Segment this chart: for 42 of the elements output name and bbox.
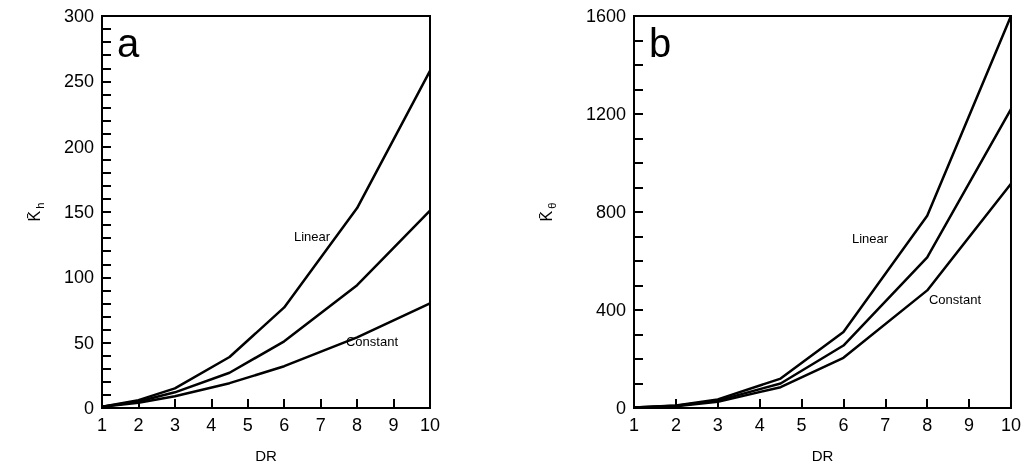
y-tick-label: 200 — [63, 136, 94, 157]
x-tick-label: 1 — [628, 415, 640, 435]
x-tick-label: 6 — [838, 415, 849, 435]
x-tick-label: 10 — [1000, 415, 1021, 435]
chart-title: a — [117, 21, 140, 65]
y-tick-label: 0 — [615, 398, 626, 418]
x-axis-title: DR — [255, 447, 277, 464]
y-tick-label: 300 — [63, 6, 94, 26]
x-tick-label: 7 — [315, 415, 326, 435]
x-tick-label: 6 — [279, 415, 290, 435]
x-tick-label: 9 — [388, 415, 399, 435]
y-axis-title: K̄θ — [538, 202, 558, 222]
x-tick-label: 8 — [922, 415, 933, 435]
x-tick-label: 2 — [133, 415, 144, 435]
x-tick-label: 10 — [419, 415, 441, 435]
x-tick-label: 3 — [712, 415, 723, 435]
annotation: Linear — [293, 228, 331, 244]
x-tick-label: 5 — [796, 415, 807, 435]
y-tick-label: 1600 — [585, 6, 626, 26]
x-tick-label: 2 — [670, 415, 681, 435]
x-tick-label: 1 — [96, 415, 108, 435]
x-tick-label: 4 — [754, 415, 765, 435]
y-tick-label: 800 — [595, 202, 626, 222]
annotation: Constant — [345, 333, 399, 349]
x-tick-label: 5 — [242, 415, 253, 435]
annotation: Linear — [851, 230, 889, 246]
y-tick-label: 50 — [73, 332, 94, 353]
x-tick-label: 3 — [169, 415, 180, 435]
y-axis-title: K̄h — [26, 202, 46, 222]
y-tick-label: 1200 — [585, 104, 626, 124]
x-tick-label: 7 — [880, 415, 891, 435]
chart-title: b — [649, 21, 672, 65]
y-tick-label: 250 — [63, 71, 94, 92]
x-tick-label: 4 — [206, 415, 217, 435]
x-tick-label: 9 — [964, 415, 975, 435]
x-tick-label: 8 — [352, 415, 363, 435]
y-tick-label: 0 — [83, 398, 94, 418]
y-tick-label: 100 — [63, 267, 94, 288]
annotation: Constant — [928, 291, 982, 307]
x-axis-title: DR — [811, 447, 834, 464]
y-tick-label: 400 — [595, 300, 626, 320]
y-tick-label: 150 — [63, 202, 94, 222]
